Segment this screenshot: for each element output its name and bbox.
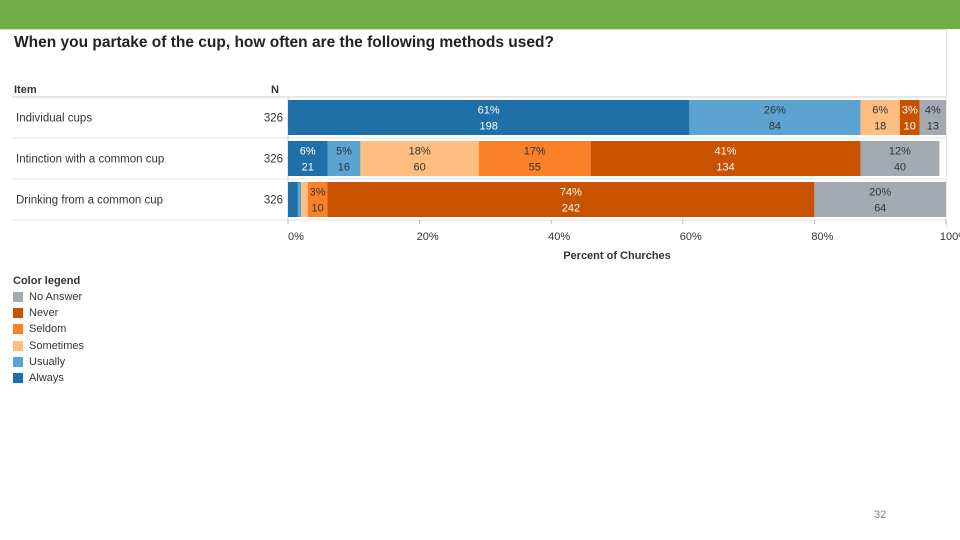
legend-swatch (13, 356, 23, 367)
data-label-count: 64 (874, 203, 886, 215)
bar-segment-seldom (307, 182, 328, 217)
bar-segment-always (288, 182, 298, 217)
bar-segment-usually (297, 182, 302, 217)
data-label-percent: 4% (925, 105, 941, 117)
legend-label: Never (29, 307, 59, 320)
chart-title: When you partake of the cup, how often a… (14, 34, 554, 51)
data-label-percent: 12% (889, 146, 911, 158)
bar-segment-no-answer (860, 141, 940, 176)
bar-segment-never (327, 182, 815, 217)
bar-segment-always (288, 141, 328, 176)
legend-label: Sometimes (29, 339, 85, 352)
row-label: Individual cups (16, 113, 92, 125)
legend-label: Usually (29, 355, 66, 368)
legend-swatch (13, 292, 23, 303)
data-label-count: 16 (338, 162, 350, 174)
data-label-count: 55 (529, 162, 541, 174)
row-n-value: 326 (264, 154, 283, 166)
legend-title: Color legend (13, 275, 81, 287)
data-label-count: 198 (480, 121, 498, 133)
header-band (0, 0, 960, 29)
x-tick-label: 60% (680, 231, 702, 243)
data-label-count: 18 (874, 121, 886, 133)
bar-segment-no-answer (919, 100, 946, 135)
data-label-count: 10 (311, 203, 323, 215)
x-tick-label: 100% (940, 231, 960, 243)
frame-line (0, 29, 947, 30)
legend-swatch (13, 340, 23, 351)
row-n-value: 326 (264, 113, 283, 125)
bar-segment-seldom (478, 141, 591, 176)
x-tick-label: 20% (417, 231, 439, 243)
legend-label: No Answer (29, 291, 83, 304)
data-label-count: 40 (894, 162, 906, 174)
row-label: Drinking from a common cup (16, 195, 163, 207)
legend-label: Seldom (29, 323, 67, 336)
data-label-percent: 18% (409, 146, 431, 158)
bar-segment-sometimes (860, 100, 900, 135)
row-n-value: 326 (264, 195, 283, 207)
data-label-percent: 74% (560, 187, 582, 199)
legend-item: Always (13, 370, 84, 386)
bar-segment-never (590, 141, 861, 176)
data-label-percent: 26% (764, 105, 786, 117)
bar-segment-never (899, 100, 920, 135)
data-label-count: 84 (769, 121, 781, 133)
data-label-percent: 6% (300, 146, 316, 158)
legend-swatch (13, 373, 23, 384)
x-tick-label: 40% (548, 231, 570, 243)
data-label-percent: 5% (336, 146, 352, 158)
legend-swatch (13, 308, 23, 319)
bar-segment-always (288, 100, 690, 135)
legend-item: Sometimes (13, 338, 84, 354)
n-column-header: N (271, 84, 279, 96)
page-number: 32 (874, 509, 887, 521)
bar-segment-usually (327, 141, 361, 176)
data-label-count: 134 (716, 162, 734, 174)
data-label-percent: 17% (524, 146, 546, 158)
legend-swatch (13, 324, 23, 335)
data-label-percent: 41% (715, 146, 737, 158)
x-axis-label: Percent of Churches (563, 250, 671, 262)
legend-label: Always (29, 372, 64, 385)
data-label-percent: 61% (478, 105, 500, 117)
data-label-count: 10 (904, 121, 916, 133)
x-tick-label: 80% (811, 231, 833, 243)
frame-right-line (946, 29, 947, 229)
data-label-percent: 20% (869, 187, 891, 199)
legend-item: Usually (13, 354, 84, 370)
bar-segment-sometimes (301, 182, 308, 217)
bar-segment-no-answer (814, 182, 946, 217)
item-column-header: Item (14, 84, 37, 96)
legend-item: Seldom (13, 321, 84, 337)
color-legend: Color legend No Answer Never Seldom Sometim… (13, 275, 84, 386)
data-label-count: 60 (413, 162, 425, 174)
row-label: Intinction with a common cup (16, 154, 164, 166)
legend-item: No Answer (13, 289, 84, 305)
data-label-count: 21 (302, 162, 314, 174)
legend-item: Never (13, 305, 84, 321)
data-label-percent: 3% (310, 187, 326, 199)
data-label-count: 13 (927, 121, 939, 133)
bar-segment-usually (689, 100, 861, 135)
data-label-percent: 3% (902, 105, 918, 117)
data-label-count: 242 (562, 203, 580, 215)
bar-segment-sometimes (360, 141, 479, 176)
data-label-percent: 6% (872, 105, 888, 117)
x-tick-label: 0% (288, 231, 304, 243)
